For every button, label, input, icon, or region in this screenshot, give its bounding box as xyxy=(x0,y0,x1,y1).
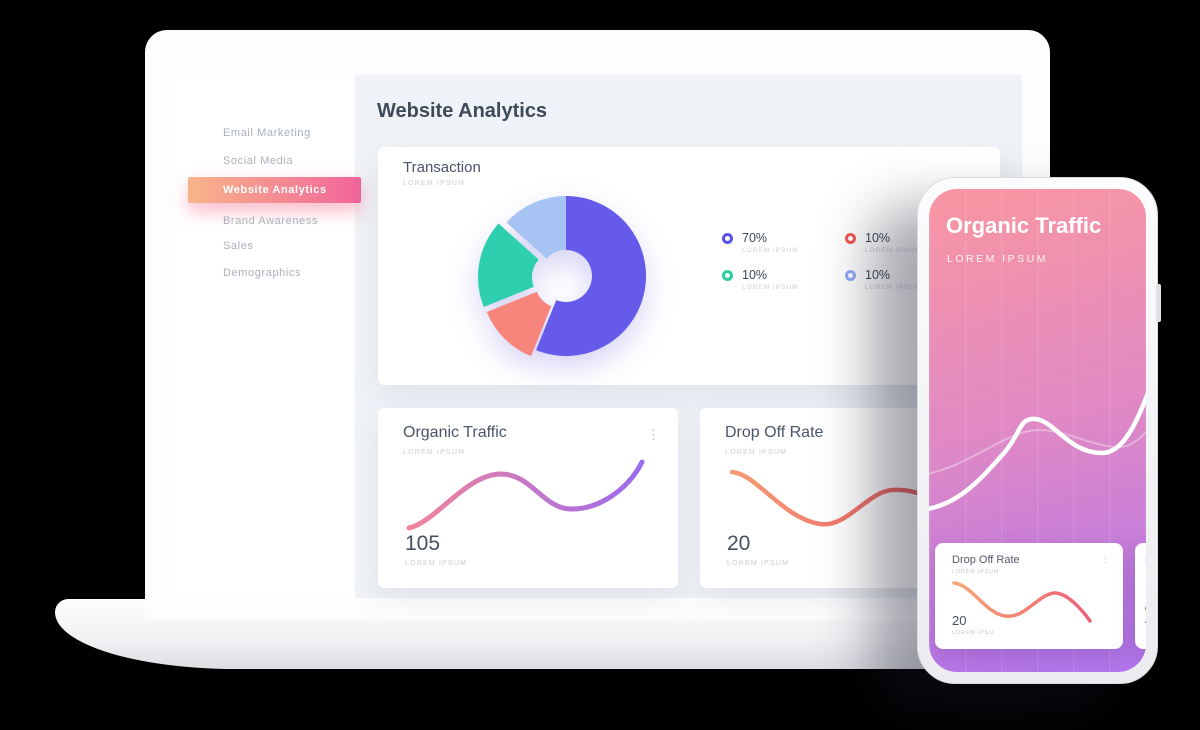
phone-dropoff-title: Drop Off Rate xyxy=(952,554,1020,566)
donut-slice-10-blue xyxy=(506,196,566,259)
legend-value: 10% xyxy=(865,268,891,282)
phone-partial-title: R xyxy=(1145,554,1146,566)
legend-item-70: 70% LOREM IPSUM xyxy=(722,231,799,254)
legend-value: 10% xyxy=(742,268,768,282)
page-title: Website Analytics xyxy=(377,100,548,122)
sidebar-active-label: Website Analytics xyxy=(223,184,327,196)
transaction-donut-chart xyxy=(478,196,647,357)
organic-traffic-card: Organic Traffic LOREM IPSUM ⋮ 105 LOREM … xyxy=(378,408,678,588)
organic-subtitle: LOREM IPSUM xyxy=(403,449,466,456)
dropoff-title: Drop Off Rate xyxy=(725,424,824,441)
phone-partial-value: 4 xyxy=(1145,613,1146,628)
sidebar-item-sales[interactable]: Sales xyxy=(223,240,254,252)
organic-line xyxy=(406,459,645,531)
phone-side-button xyxy=(1156,284,1161,322)
kebab-menu-icon[interactable]: ⋮ xyxy=(1101,554,1110,564)
dropoff-subtitle: LOREM IPSUM xyxy=(725,449,788,456)
legend-ring-red-icon xyxy=(845,233,856,244)
legend-value: 70% xyxy=(742,231,768,245)
dropoff-value: 20 xyxy=(727,532,751,555)
legend-label: LOREM IPSUM xyxy=(742,247,799,254)
phone-hero-line-secondary xyxy=(929,428,1146,475)
transaction-title: Transaction xyxy=(403,159,481,176)
dropoff-line xyxy=(729,469,933,527)
legend-label: LOREM IPSUM xyxy=(865,284,922,291)
legend-item-10-red: 10% LOREM IPSUM xyxy=(845,231,922,254)
phone-screen: Organic Traffic LOREM IPSUM Drop Off Rat… xyxy=(929,189,1146,672)
sidebar-item-demographics[interactable]: Demographics xyxy=(223,267,302,279)
phone-mockup: Organic Traffic LOREM IPSUM Drop Off Rat… xyxy=(917,177,1161,684)
phone-hero-line xyxy=(929,392,1146,511)
phone-dropoff-line xyxy=(952,581,1092,623)
sidebar-item-social-media[interactable]: Social Media xyxy=(223,155,294,167)
sidebar-item-brand-awareness[interactable]: Brand Awareness xyxy=(223,215,319,227)
legend-ring-teal-icon xyxy=(722,270,733,281)
legend-ring-blue-icon xyxy=(845,270,856,281)
legend-label: LOREM IPSUM xyxy=(865,247,922,254)
legend-item-10-blue: 10% LOREM IPSUM xyxy=(845,268,922,291)
phone-partial-card: R 4 xyxy=(1135,543,1146,649)
phone-hero-line-chart xyxy=(929,392,1146,511)
legend-ring-purple-icon xyxy=(722,233,733,244)
donut-slice-10-teal xyxy=(478,223,539,307)
dropoff-line-chart xyxy=(729,469,933,527)
organic-line-chart xyxy=(406,459,645,531)
phone-dropoff-value: 20 xyxy=(952,613,967,628)
donut-slice-10-salmon xyxy=(486,291,552,357)
legend-value: 10% xyxy=(865,231,891,245)
legend-item-10-teal: 10% LOREM IPSUM xyxy=(722,268,799,291)
transaction-subtitle: LOREM IPSUM xyxy=(403,180,466,187)
organic-title: Organic Traffic xyxy=(403,424,507,441)
phone-page-subtitle: LOREM IPSUM xyxy=(947,253,1049,265)
transaction-card: Transaction LOREM IPSUM 70% LOREM IPSUM … xyxy=(378,147,1000,385)
sidebar-item-email-marketing[interactable]: Email Marketing xyxy=(223,127,311,139)
legend-label: LOREM IPSUM xyxy=(742,284,799,291)
donut-slice-70 xyxy=(536,196,647,356)
sidebar-item-website-analytics[interactable]: Website Analytics xyxy=(188,177,361,203)
phone-dropoff-value-label: LOREM IPSU xyxy=(952,630,994,636)
phone-dropoff-subtitle: LOREM IPSUM xyxy=(952,569,1000,575)
kebab-menu-icon[interactable]: ⋮ xyxy=(647,427,660,442)
phone-page-title: Organic Traffic xyxy=(946,213,1102,238)
organic-value: 105 xyxy=(405,532,441,555)
phone-dropoff-line-chart xyxy=(952,581,1092,623)
dropoff-value-label: LOREM IPSUM xyxy=(727,560,790,567)
red-dot-icon xyxy=(1145,606,1146,611)
organic-value-label: LOREM IPSUM xyxy=(405,560,468,567)
phone-dropoff-card: Drop Off Rate LOREM IPSUM ⋮ 20 LOREM IPS… xyxy=(935,543,1123,649)
